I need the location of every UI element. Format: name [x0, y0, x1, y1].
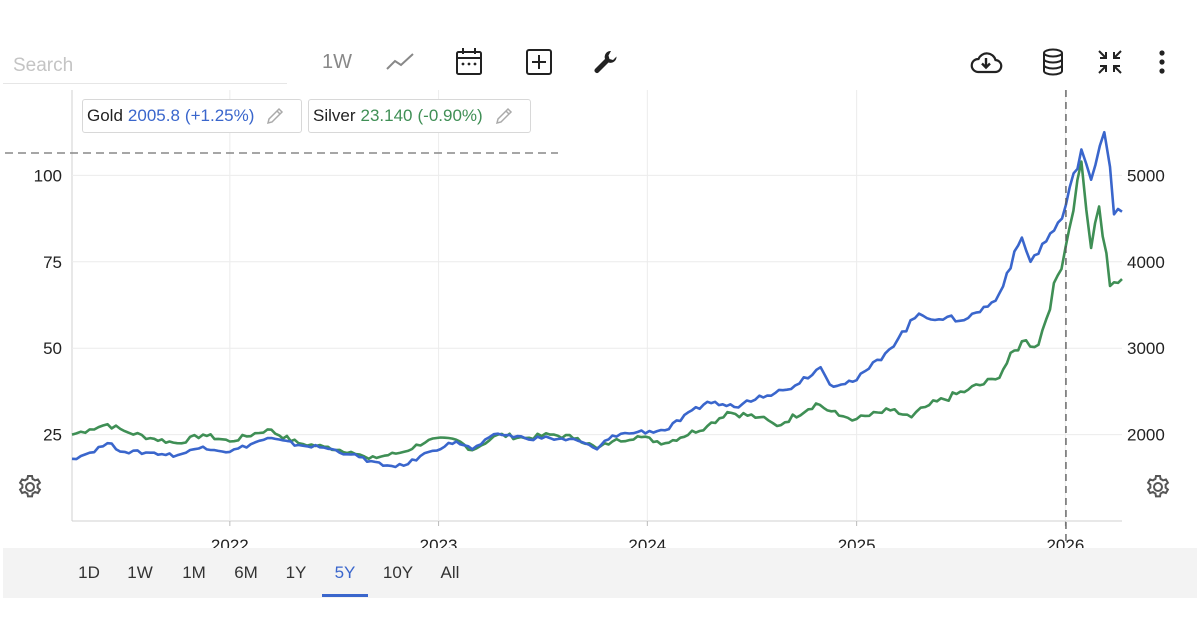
collapse-button[interactable]: [1092, 44, 1128, 80]
interval-button[interactable]: 1W: [316, 44, 358, 80]
series-line-gold: [71, 130, 1123, 469]
download-button[interactable]: [966, 44, 1006, 80]
range-button-1d[interactable]: 1D: [78, 563, 100, 582]
range-button-6m[interactable]: 6M: [234, 563, 258, 582]
legend-silver[interactable]: Silver 23.140 (-0.90%): [308, 99, 531, 133]
legend-gold-change: (+1.25%): [184, 106, 255, 125]
legend-silver-value: 23.140: [360, 106, 413, 125]
range-button-10y[interactable]: 10Y: [382, 563, 414, 582]
database-icon: [1043, 48, 1063, 76]
chart-type-button[interactable]: [382, 44, 418, 80]
left-axis-settings-button[interactable]: [17, 474, 43, 500]
range-button-1w[interactable]: 1W: [127, 563, 153, 582]
settings-tools-button[interactable]: [587, 44, 623, 80]
edit-silver-button[interactable]: [493, 105, 515, 127]
legend-gold-name: Gold: [87, 106, 123, 125]
search-input[interactable]: [3, 48, 287, 84]
right-tick-label: 3000: [1127, 339, 1165, 358]
left-tick-label: 50: [43, 339, 62, 358]
calendar-icon: [456, 48, 482, 75]
line-chart-icon: [386, 53, 414, 70]
left-tick-label: 75: [43, 253, 62, 272]
legend-gold-value: 2005.8: [127, 106, 180, 125]
interval-label: 1W: [322, 50, 352, 73]
left-tick-label: 25: [43, 426, 62, 445]
left-tick-label: 100: [34, 166, 62, 185]
right-tick-label: 5000: [1127, 166, 1165, 185]
more-button[interactable]: [1150, 44, 1174, 80]
range-button-all[interactable]: All: [440, 563, 460, 582]
edit-gold-button[interactable]: [264, 105, 286, 127]
date-range-button[interactable]: [451, 44, 487, 80]
right-axis-settings-button[interactable]: [1145, 474, 1171, 500]
pencil-icon: [267, 107, 284, 125]
chart-grid: [71, 90, 1122, 526]
active-range-indicator: [322, 594, 368, 597]
range-button-1y[interactable]: 1Y: [285, 563, 307, 582]
range-button-1m[interactable]: 1M: [182, 563, 206, 582]
legend-gold[interactable]: Gold 2005.8 (+1.25%): [82, 99, 302, 133]
gear-icon: [18, 475, 42, 498]
gear-icon: [1146, 475, 1170, 498]
pencil-icon: [495, 107, 512, 125]
legend-silver-change: (-0.90%): [417, 106, 483, 125]
collapse-icon: [1098, 50, 1122, 74]
range-selector: [3, 548, 1197, 598]
cloud-download-icon: [970, 52, 1003, 74]
add-icon: [526, 49, 552, 75]
more-vertical-icon: [1159, 50, 1165, 74]
range-button-5y[interactable]: 5Y: [334, 563, 356, 582]
right-tick-label: 4000: [1127, 253, 1165, 272]
add-indicator-button[interactable]: [521, 44, 557, 80]
wrench-icon: [594, 50, 617, 73]
right-tick-label: 2000: [1127, 426, 1165, 445]
legend-silver-name: Silver: [313, 106, 356, 125]
data-button[interactable]: [1036, 44, 1070, 80]
